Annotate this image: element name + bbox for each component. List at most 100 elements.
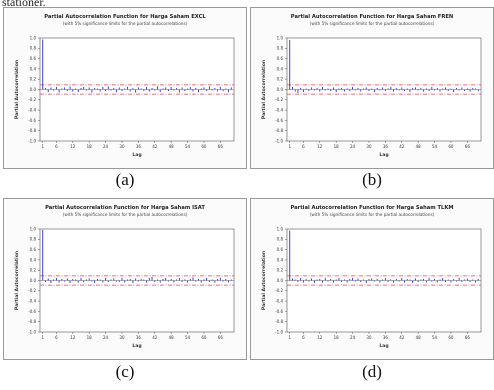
x-tick-label: 30 — [366, 335, 372, 340]
x-tick-label: 6 — [55, 144, 58, 149]
x-tick-label: 1 — [41, 144, 44, 149]
y-tick-label: 0.4 — [277, 257, 284, 262]
y-tick-label: 0.0 — [30, 87, 37, 92]
x-tick-label: 60 — [448, 144, 454, 149]
x-tick-label: 36 — [383, 335, 389, 340]
y-tick-label: -0.4 — [275, 299, 283, 304]
y-tick-label: -0.8 — [275, 319, 283, 324]
y-tick-label: -1.0 — [275, 329, 283, 334]
x-tick-label: 12 — [70, 144, 76, 149]
x-tick-label: 24 — [350, 144, 356, 149]
chart-subtitle: (with 5% significance limits for the par… — [310, 21, 435, 26]
x-tick-label: 48 — [169, 335, 175, 340]
y-tick-label: -0.8 — [275, 128, 283, 133]
x-tick-label: 1 — [41, 335, 44, 340]
x-tick-label: 66 — [218, 144, 224, 149]
x-tick-label: 18 — [87, 144, 93, 149]
x-tick-label: 42 — [152, 144, 158, 149]
y-tick-label: -0.6 — [275, 118, 283, 123]
x-tick-label: 42 — [399, 335, 405, 340]
y-tick-label: -0.4 — [28, 108, 36, 113]
chart-title: Partial Autocorrelation Function for Har… — [291, 14, 453, 20]
y-tick-label: 0.6 — [30, 56, 37, 61]
y-tick-label: -0.2 — [275, 288, 283, 293]
y-axis-label: Partial Autocorrelation — [14, 251, 20, 310]
caption-d: (d) — [362, 362, 382, 381]
pacf-panel-c: Partial Autocorrelation Function for Har… — [3, 198, 247, 360]
chart-subtitle: (with 5% significance limits for the par… — [310, 212, 435, 217]
chart-title: Partial Autocorrelation Function for Har… — [290, 205, 453, 211]
y-tick-label: -0.8 — [28, 319, 36, 324]
y-tick-label: 1.0 — [30, 35, 37, 40]
x-tick-label: 42 — [399, 144, 405, 149]
y-tick-label: 0.4 — [277, 66, 284, 71]
y-tick-label: 0.4 — [30, 66, 37, 71]
x-tick-label: 54 — [432, 144, 438, 149]
chart-subtitle: (with 5% significance limits for the par… — [63, 212, 188, 217]
x-tick-label: 6 — [55, 335, 58, 340]
x-tick-label: 18 — [334, 144, 340, 149]
x-tick-label: 60 — [448, 335, 454, 340]
pacf-chart-a: Partial Autocorrelation Function for Har… — [14, 14, 235, 158]
pacf-panel-a: Partial Autocorrelation Function for Har… — [3, 7, 247, 169]
y-tick-label: -0.8 — [28, 128, 36, 133]
pacf-panel-b: Partial Autocorrelation Function for Har… — [250, 7, 494, 169]
y-tick-label: -0.2 — [28, 288, 36, 293]
x-tick-label: 60 — [201, 335, 207, 340]
chart-title: Partial Autocorrelation Function for Har… — [44, 14, 206, 20]
y-tick-label: 0.4 — [30, 257, 37, 262]
y-tick-label: -0.6 — [28, 309, 36, 314]
x-tick-label: 6 — [302, 335, 305, 340]
caption-c: (c) — [115, 362, 135, 381]
y-axis-label: Partial Autocorrelation — [14, 60, 20, 119]
x-tick-label: 66 — [218, 335, 224, 340]
chart-subtitle: (with 5% significance limits for the par… — [63, 21, 188, 26]
x-tick-label: 6 — [302, 144, 305, 149]
y-tick-label: 0.8 — [30, 46, 37, 51]
y-tick-label: -1.0 — [28, 138, 36, 143]
y-tick-label: 0.8 — [277, 46, 284, 51]
y-tick-label: -0.2 — [275, 97, 283, 102]
x-tick-label: 18 — [87, 335, 93, 340]
x-tick-label: 60 — [201, 144, 207, 149]
y-tick-label: 0.0 — [277, 278, 284, 283]
x-tick-label: 24 — [103, 335, 109, 340]
y-tick-label: 1.0 — [30, 226, 37, 231]
x-tick-label: 1 — [288, 144, 291, 149]
x-tick-label: 24 — [350, 335, 356, 340]
y-tick-label: 0.8 — [30, 237, 37, 242]
caption-b: (b) — [362, 170, 382, 189]
x-tick-label: 12 — [317, 335, 323, 340]
y-tick-label: 0.6 — [277, 247, 284, 252]
x-tick-label: 36 — [136, 144, 142, 149]
y-axis-label: Partial Autocorrelation — [261, 60, 267, 119]
x-tick-label: 48 — [416, 335, 422, 340]
x-tick-label: 48 — [169, 144, 175, 149]
x-tick-label: 66 — [465, 144, 471, 149]
x-tick-label: 42 — [152, 335, 158, 340]
caption-a: (a) — [115, 170, 135, 189]
x-tick-label: 36 — [383, 144, 389, 149]
x-tick-label: 30 — [119, 144, 125, 149]
y-tick-label: -0.2 — [28, 97, 36, 102]
pacf-panel-d: Partial Autocorrelation Function for Har… — [250, 198, 494, 360]
y-tick-label: 0.2 — [30, 77, 37, 82]
x-axis-label: Lag — [379, 343, 388, 349]
x-tick-label: 24 — [103, 144, 109, 149]
y-tick-label: 0.6 — [30, 247, 37, 252]
chart-title: Partial Autocorrelation Function for Har… — [45, 205, 205, 211]
y-tick-label: -1.0 — [28, 329, 36, 334]
pacf-chart-c: Partial Autocorrelation Function for Har… — [14, 205, 235, 349]
x-tick-label: 66 — [465, 335, 471, 340]
x-tick-label: 54 — [432, 335, 438, 340]
y-tick-label: 0.2 — [30, 268, 37, 273]
y-tick-label: 1.0 — [277, 226, 284, 231]
x-tick-label: 12 — [317, 144, 323, 149]
x-tick-label: 30 — [119, 335, 125, 340]
pacf-chart-b: Partial Autocorrelation Function for Har… — [261, 14, 482, 158]
y-tick-label: -0.4 — [28, 299, 36, 304]
y-tick-label: 0.6 — [277, 56, 284, 61]
y-axis-label: Partial Autocorrelation — [261, 251, 267, 310]
x-tick-label: 54 — [185, 144, 191, 149]
x-tick-label: 36 — [136, 335, 142, 340]
